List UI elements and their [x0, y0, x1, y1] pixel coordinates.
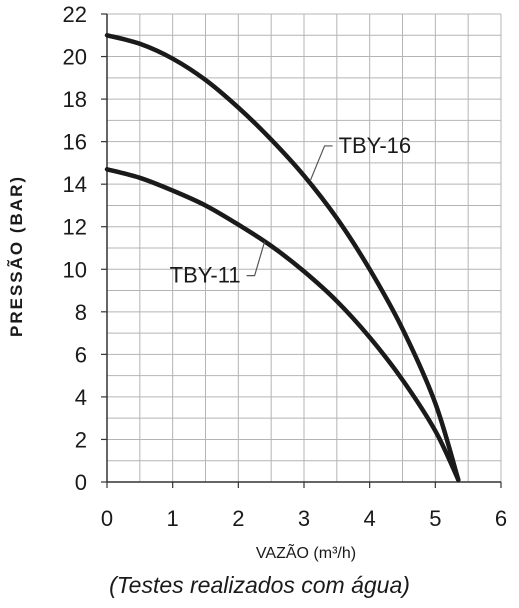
y-tick-label: 0	[75, 470, 87, 495]
y-tick-label: 8	[75, 300, 87, 325]
annotation-leader-tby-11	[246, 241, 266, 277]
y-tick-label: 22	[63, 2, 87, 27]
chart-caption: (Testes realizados com água)	[109, 572, 410, 598]
y-tick-label: 10	[63, 257, 87, 282]
annotation-leader-tby-16	[310, 145, 333, 181]
y-tick-label: 18	[63, 87, 87, 112]
x-tick-label: 5	[429, 506, 441, 531]
x-tick-label: 4	[364, 506, 376, 531]
annotation-label-tby-11: TBY-11	[170, 263, 241, 288]
series-line-tby-16	[104, 33, 461, 483]
y-tick-label: 20	[63, 45, 87, 70]
x-tick-label: 0	[101, 506, 113, 531]
x-tick-label: 3	[298, 506, 310, 531]
x-axis-label: VAZÃO (m³/h)	[256, 542, 356, 562]
y-tick-label: 14	[63, 172, 87, 197]
y-tick-label: 4	[75, 385, 87, 410]
chart-grid	[106, 13, 502, 483]
x-tick-label: 6	[495, 506, 507, 531]
y-tick-label: 12	[63, 215, 87, 240]
y-tick-label: 16	[63, 130, 87, 155]
chart-series	[104, 33, 461, 483]
y-tick-label: 6	[75, 342, 87, 367]
x-tick-label: 2	[232, 506, 244, 531]
x-tick-label: 1	[167, 506, 179, 531]
chart-annotations: TBY-16 TBY-11	[170, 133, 411, 288]
y-axis-label: PRESSÃO (BAR)	[6, 175, 26, 337]
annotation-label-tby-16: TBY-16	[339, 133, 412, 158]
y-tick-label: 2	[75, 427, 87, 452]
series-line-tby-11	[104, 167, 461, 483]
